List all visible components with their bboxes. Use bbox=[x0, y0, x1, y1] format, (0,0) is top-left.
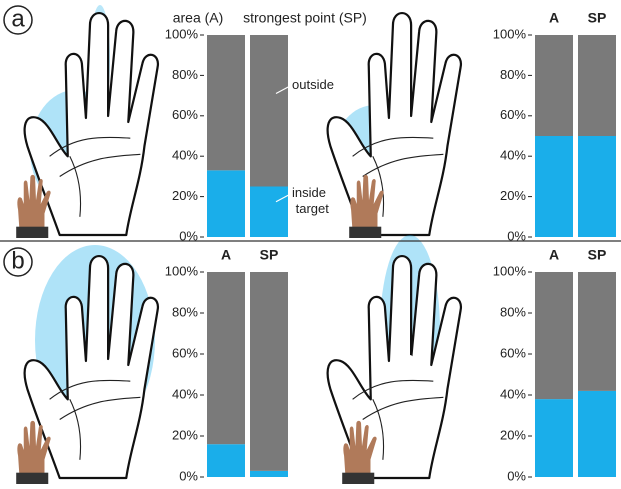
y-tick-label: 20% bbox=[172, 188, 198, 203]
y-tick-label: 40% bbox=[172, 148, 198, 163]
annotation-leader bbox=[275, 193, 292, 203]
bar-segment bbox=[578, 136, 616, 237]
series-annotation: inside target bbox=[292, 185, 329, 216]
y-tick-label: 20% bbox=[500, 427, 526, 442]
y-tick-label: 80% bbox=[500, 67, 526, 82]
panel-badge bbox=[3, 5, 33, 35]
bar-segment bbox=[207, 272, 245, 445]
category-label: A bbox=[549, 247, 559, 263]
y-tick-label: 100% bbox=[493, 263, 527, 278]
y-tick-label: 100% bbox=[165, 263, 199, 278]
category-label: SP bbox=[588, 10, 607, 26]
bar-segment bbox=[207, 35, 245, 171]
hand-illustration bbox=[326, 235, 463, 484]
category-label: A bbox=[221, 247, 231, 263]
bar-segment bbox=[578, 272, 616, 391]
bar-segment bbox=[535, 35, 573, 136]
bar-segment bbox=[578, 390, 616, 477]
bar-segment bbox=[250, 272, 288, 471]
hand-illustration bbox=[326, 11, 463, 238]
panel-label: b bbox=[11, 247, 24, 274]
bar-segment bbox=[535, 136, 573, 237]
y-tick-label: 40% bbox=[172, 386, 198, 401]
y-tick-label: 0% bbox=[507, 228, 526, 243]
y-tick-label: 80% bbox=[172, 304, 198, 319]
panel-badge bbox=[3, 247, 33, 277]
y-tick-label: 80% bbox=[172, 67, 198, 82]
y-tick-label: 60% bbox=[500, 107, 526, 122]
category-label: strongest point (SP) bbox=[243, 10, 367, 26]
y-tick-label: 60% bbox=[500, 345, 526, 360]
y-tick-label: 60% bbox=[172, 107, 198, 122]
series-annotation: outside bbox=[292, 77, 334, 92]
bar-segment bbox=[250, 470, 288, 477]
hand-illustration bbox=[16, 245, 160, 484]
y-tick-label: 0% bbox=[179, 228, 198, 243]
bar-segment bbox=[207, 444, 245, 477]
bar-segment bbox=[250, 186, 288, 237]
y-tick-label: 80% bbox=[500, 304, 526, 319]
y-tick-label: 0% bbox=[507, 468, 526, 483]
y-tick-label: 0% bbox=[179, 468, 198, 483]
y-tick-label: 40% bbox=[500, 148, 526, 163]
y-tick-label: 60% bbox=[172, 345, 198, 360]
y-tick-label: 20% bbox=[500, 188, 526, 203]
category-label: A bbox=[549, 10, 559, 26]
annotation-leader bbox=[275, 84, 292, 95]
category-label: SP bbox=[260, 247, 279, 263]
panel-label: a bbox=[11, 5, 25, 32]
hand-illustration bbox=[16, 5, 160, 238]
y-tick-label: 20% bbox=[172, 427, 198, 442]
category-label: SP bbox=[588, 247, 607, 263]
category-label: area (A) bbox=[173, 10, 224, 26]
bar-segment bbox=[207, 170, 245, 237]
bar-segment bbox=[578, 35, 616, 136]
y-tick-label: 100% bbox=[493, 26, 527, 41]
y-tick-label: 40% bbox=[500, 386, 526, 401]
bar-segment bbox=[250, 35, 288, 187]
bar-segment bbox=[535, 399, 573, 477]
y-tick-label: 100% bbox=[165, 26, 199, 41]
bar-segment bbox=[535, 272, 573, 400]
